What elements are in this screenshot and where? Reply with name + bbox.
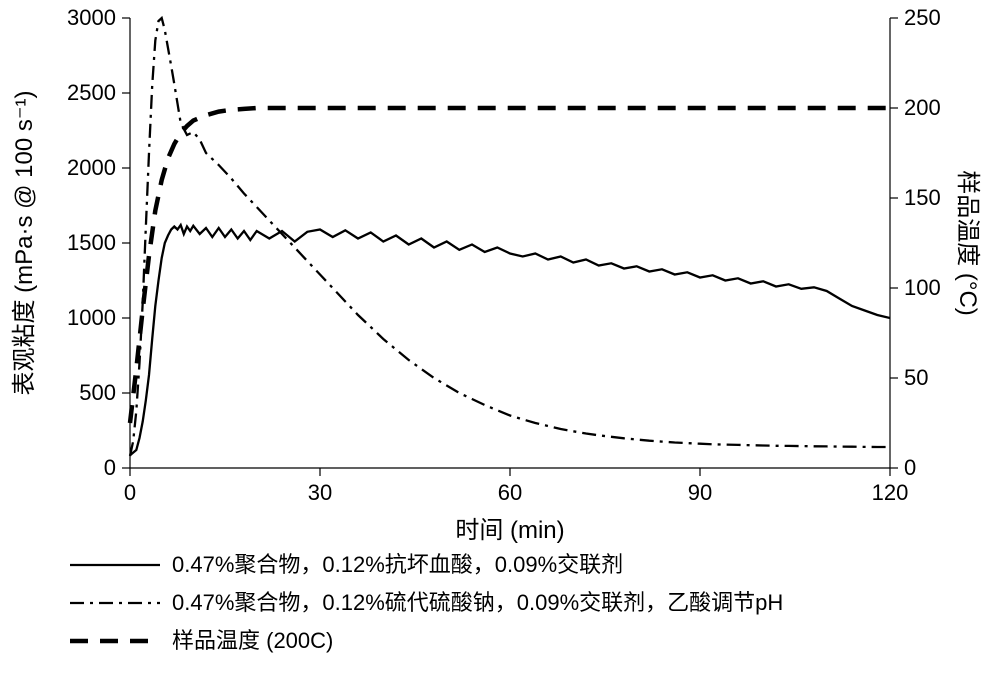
x-tick-label: 90 [688, 480, 712, 505]
y-left-tick-label: 0 [104, 455, 116, 480]
x-tick-label: 0 [124, 480, 136, 505]
x-axis-title: 时间 (min) [455, 517, 564, 544]
x-tick-label: 60 [498, 480, 522, 505]
y-right-tick-label: 150 [904, 185, 941, 210]
y-right-title: 样品温度 (°C) [954, 170, 981, 316]
y-left-tick-label: 3000 [67, 5, 116, 30]
series-solid [130, 225, 890, 455]
y-left-tick-label: 1000 [67, 305, 116, 330]
x-tick-label: 120 [872, 480, 909, 505]
y-right-tick-label: 50 [904, 365, 928, 390]
y-right-tick-label: 0 [904, 455, 916, 480]
legend-label-solid: 0.47%聚合物，0.12%抗坏血酸，0.09%交联剂 [172, 552, 623, 577]
series-dash [130, 108, 890, 423]
y-left-tick-label: 500 [79, 380, 116, 405]
legend-label-dash: 样品温度 (200C) [172, 628, 333, 653]
series-dashdot [130, 18, 890, 456]
y-right-tick-label: 200 [904, 95, 941, 120]
y-left-tick-label: 1500 [67, 230, 116, 255]
y-left-tick-label: 2500 [67, 80, 116, 105]
viscosity-vs-time-chart: 0500100015002000250030000501001502002500… [0, 0, 1000, 691]
y-right-tick-label: 250 [904, 5, 941, 30]
y-right-tick-label: 100 [904, 275, 941, 300]
x-tick-label: 30 [308, 480, 332, 505]
chart-svg: 0500100015002000250030000501001502002500… [0, 0, 1000, 691]
y-left-title: 表观粘度 (mPa·s @ 100 s⁻¹) [11, 90, 38, 395]
legend-label-dashdot: 0.47%聚合物，0.12%硫代硫酸钠，0.09%交联剂，乙酸调节pH [172, 590, 783, 615]
y-left-tick-label: 2000 [67, 155, 116, 180]
